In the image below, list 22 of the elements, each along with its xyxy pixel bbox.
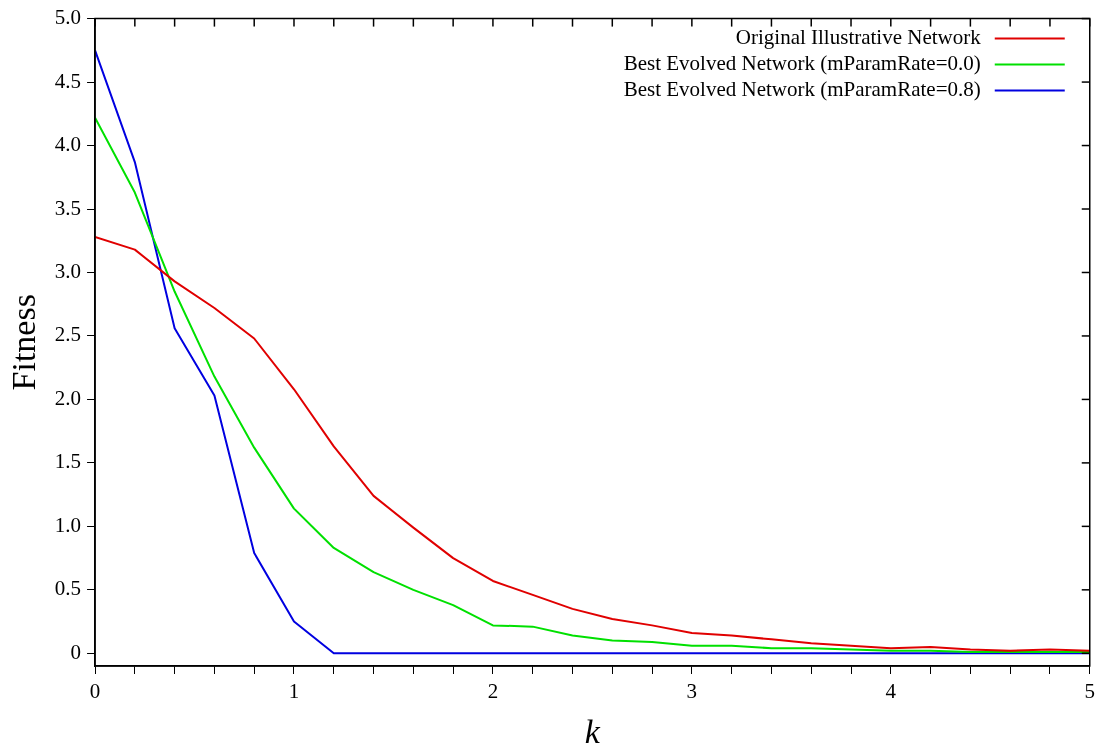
y-axis-title: Fitness <box>5 294 43 391</box>
y-tick-label: 5.0 <box>54 5 82 30</box>
y-tick-label: 3.5 <box>54 195 82 220</box>
y-tick-label: 0 <box>70 639 82 664</box>
y-tick-label: 2.5 <box>54 322 82 347</box>
y-tick-label: 0.5 <box>54 576 82 601</box>
y-tick-label: 1.0 <box>54 512 82 537</box>
legend-label: Best Evolved Network (mParamRate=0.8) <box>623 77 981 102</box>
y-tick-label: 4.0 <box>54 132 82 157</box>
y-tick-label: 3.0 <box>54 259 82 283</box>
x-tick-label: 0 <box>89 679 101 704</box>
x-tick-label: 1 <box>288 679 300 704</box>
legend-label: Best Evolved Network (mParamRate=0.0) <box>623 51 981 76</box>
y-tick-label: 1.5 <box>54 449 82 474</box>
x-tick-label: 5 <box>1084 679 1095 704</box>
y-tick-label: 2.0 <box>54 385 82 410</box>
legend-label: Original Illustrative Network <box>735 25 982 50</box>
y-tick-label: 4.5 <box>54 68 82 93</box>
x-tick-label: 2 <box>487 679 499 704</box>
x-tick-label: 3 <box>686 679 698 704</box>
x-axis-title: k <box>584 712 601 750</box>
x-tick-label: 4 <box>885 679 897 704</box>
